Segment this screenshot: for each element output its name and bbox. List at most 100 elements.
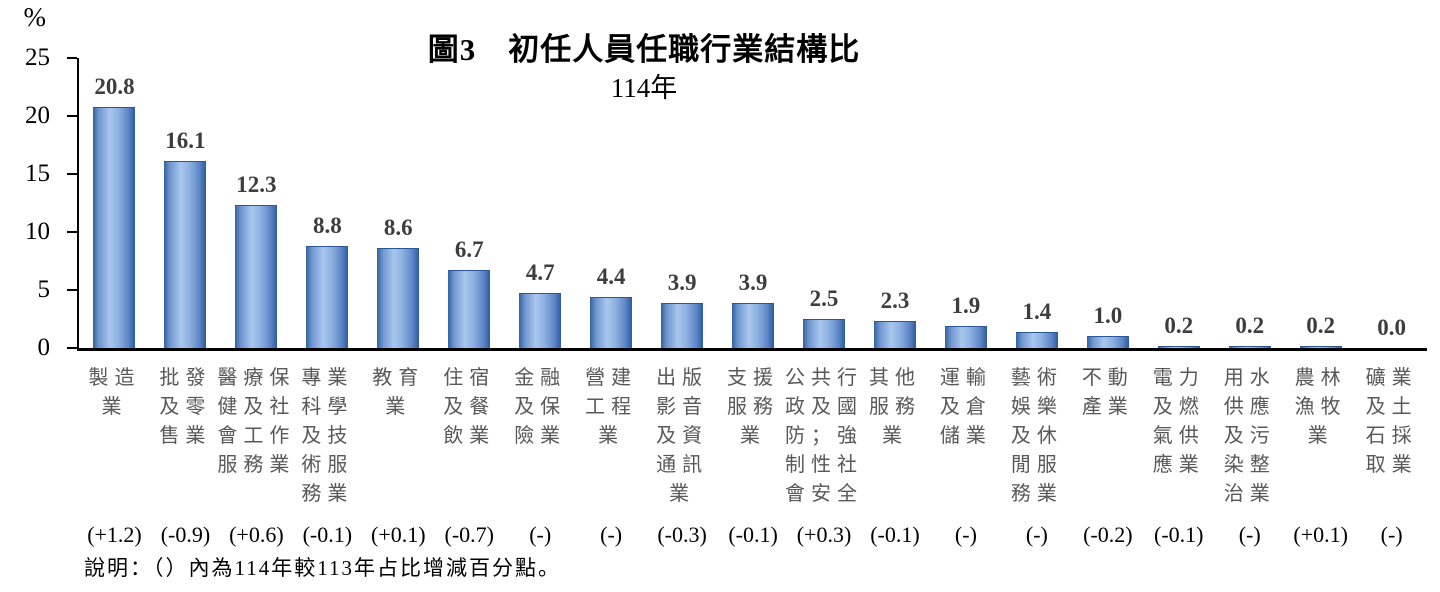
bar-column: 1.9 運輸 及倉 儲業 (-) [930,58,1001,547]
bar [164,161,207,348]
bar [1157,345,1200,348]
bar [1015,331,1058,348]
bar [1299,345,1342,348]
bar-change-label: (-) [954,522,977,547]
bar-column: 4.4 營建 工程 業 (-) [576,58,647,547]
bar-value-label: 2.5 [809,286,839,311]
bar-column: 2.5 公共行 政及國 防；強 制性社 會安全 (+0.3) [785,58,860,548]
bar-change-label: (-0.2) [1083,522,1133,547]
chart-title: 圖3 初任人員任職行業結構比 [427,32,861,67]
bar-column: 0.0 礦業 及土 石採 取業 (-) [1356,58,1427,548]
bar-value-label: 0.0 [1377,315,1406,340]
bar-value-label: 0.2 [1164,312,1194,338]
bar-category-label: 農林 漁牧 業 [1294,367,1347,447]
bar-change-label: (+0.1) [371,522,426,547]
bar-value-label: 0.2 [1306,312,1336,338]
bar-column: 3.9 支援 服務 業 (-0.1) [718,58,789,547]
footnote: 說明：（）內為114年較113年占比增減百分點。 [84,556,561,580]
y-tick-mark [67,57,77,59]
bar-change-label: (-0.1) [870,522,920,547]
bar-category-label: 營建 工程 業 [585,367,638,447]
bar [377,248,420,348]
y-tick-label: 25 [25,44,50,71]
bar-category-label: 礦業 及土 石採 取業 [1365,367,1418,476]
bar-category-label: 運輸 及倉 儲業 [939,367,992,447]
bar-change-label: (+0.1) [1293,522,1348,547]
bar-category-label: 藝術 娛樂 及休 閒服 務業 [1010,367,1063,505]
bar [448,270,491,348]
bar [1228,345,1271,348]
bar-column: 1.0 不動 產業 (-0.2) [1072,58,1143,547]
bar-category-label: 電力 及燃 氣供 應業 [1152,367,1205,476]
bar-change-label: (-) [1238,522,1261,547]
y-tick-label: 0 [37,334,51,361]
bar-column: 2.3 其他 服務 業 (-0.1) [859,58,930,547]
bar-change-label: (+0.6) [229,522,284,547]
bar-change-label: (-0.1) [1154,522,1204,547]
bar-value-label: 1.0 [1093,303,1123,329]
bar [306,245,349,348]
bar-category-label: 醫療保 健及社 會工作 服務業 [217,367,296,476]
bar-value-label: 6.7 [454,237,484,263]
bar-category-label: 金融 及保 險業 [514,367,567,447]
bar-column: 12.3 醫療保 健及社 會工作 服務業 (+0.6) [217,58,292,547]
bar-category-label: 專業 科學 及技 術服 務業 [301,367,354,505]
bar [944,325,987,348]
bar-category-label: 公共行 政及國 防；強 制性社 會安全 [785,367,863,505]
bar-columns: 20.8 製造 業 (+1.2) 16.1 批發 及零 售業 (-0.9) 12.3 醫療保 … [79,58,1427,548]
bar-change-label: (-) [1025,522,1048,547]
bar-column: 3.9 出版 影音 及資 通訊 業 (-0.3) [647,58,718,547]
bar-value-label: 4.4 [596,263,626,289]
bar-value-label: 8.8 [312,212,342,238]
bar-change-label: (-) [600,522,623,547]
bar [661,302,704,348]
y-axis-unit-label: % [23,2,47,32]
bar-category-label: 出版 影音 及資 通訊 業 [656,367,709,505]
bar-value-label: 12.3 [236,172,277,198]
bar-column: 8.6 教育 業 (+0.1) [363,58,434,547]
bar-change-label: (-0.9) [160,522,211,547]
bar-change-label: (-0.7) [444,522,494,547]
bar-column: 0.2 用水 供應 及污 染整 治業 (-) [1214,58,1285,547]
plot-area: 20.8 製造 業 (+1.2) 16.1 批發 及零 售業 (-0.9) 12.3 醫療保 … [77,58,1427,548]
bar-category-label: 不動 產業 [1081,367,1134,418]
bar-value-label: 8.6 [383,215,413,241]
bar-change-label: (+1.2) [87,522,142,547]
y-tick-label: 15 [25,160,50,187]
bar-value-label: 20.8 [94,73,135,99]
bar-category-label: 住宿 及餐 飲業 [443,367,496,447]
bar-value-label: 2.3 [880,288,910,314]
bar-change-label: (-0.3) [657,522,707,547]
y-tick-label: 5 [37,276,51,303]
bar-column: 0.2 電力 及燃 氣供 應業 (-0.1) [1143,58,1214,547]
y-tick-label: 20 [25,102,50,129]
bar-value-label: 1.4 [1022,298,1052,324]
bar-category-label: 教育 業 [372,367,425,418]
bar-column: 0.2 農林 漁牧 業 (+0.1) [1285,58,1356,547]
bar-column: 16.1 批發 及零 售業 (-0.9) [150,58,221,547]
bar-value-label: 4.7 [525,260,555,286]
bar-value-label: 3.9 [667,269,697,295]
y-tick-mark [67,173,77,175]
bar-change-label: (-) [529,522,552,547]
bar-column: 6.7 住宿 及餐 飲業 (-0.7) [434,58,505,547]
bar-category-label: 支援 服務 業 [727,367,780,447]
y-tick-mark [67,289,77,291]
bar-category-label: 其他 服務 業 [868,367,921,447]
y-tick-mark [67,347,77,349]
bar-change-label: (+0.3) [796,522,852,547]
bar [93,106,136,348]
bar [590,296,633,348]
bar-change-label: (-0.1) [728,522,778,547]
bar [235,205,278,348]
bar-value-label: 0.2 [1235,312,1265,338]
bar-value-label: 3.9 [738,269,768,295]
bar-change-label: (-0.1) [302,522,353,547]
bar [732,302,775,348]
bar [1086,336,1129,348]
y-tick-label: 10 [25,218,50,245]
bar-column: 1.4 藝術 娛樂 及休 閒服 務業 (-) [1001,58,1072,547]
bar-category-label: 用水 供應 及污 染整 治業 [1223,367,1276,505]
bar-change-label: (-) [1380,522,1403,547]
bar-value-label: 16.1 [165,128,206,154]
